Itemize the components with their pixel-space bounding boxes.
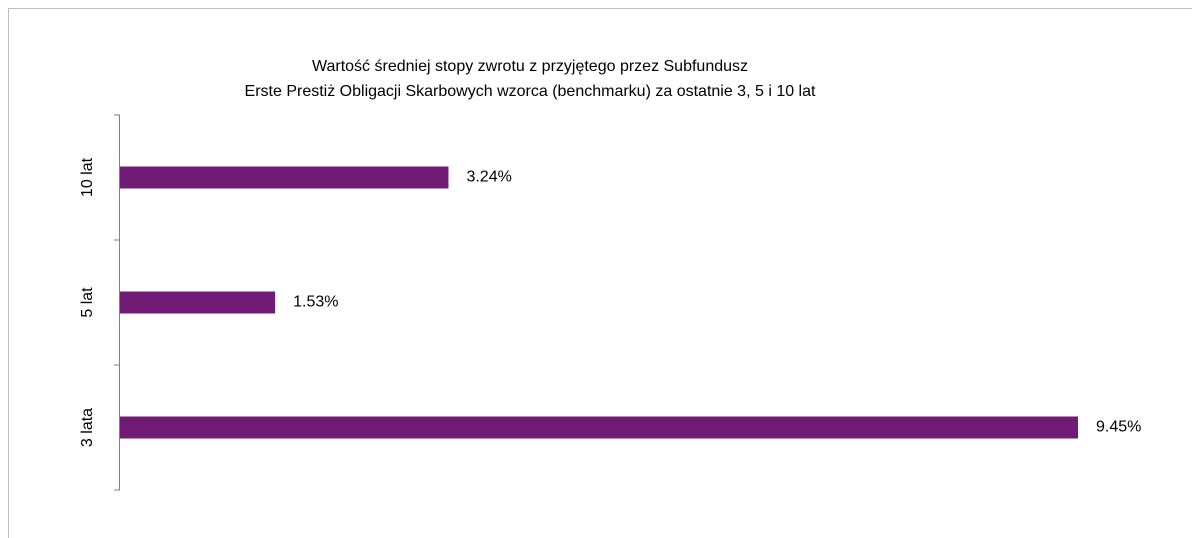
- chart-title: Wartość średniej stopy zwrotu z przyjęte…: [312, 58, 748, 75]
- data-label: 3.24%: [466, 169, 511, 186]
- chart-title: Erste Prestiż Obligacji Skarbowych wzorc…: [245, 83, 816, 100]
- data-label: 9.45%: [1096, 419, 1141, 436]
- bar: [120, 416, 1078, 439]
- bar: [120, 166, 449, 189]
- category-label: 10 lat: [79, 157, 96, 197]
- category-label: 5 lat: [79, 287, 96, 318]
- data-label: 1.53%: [293, 294, 338, 311]
- chart-frame: [8, 8, 1192, 538]
- category-label: 3 lata: [79, 408, 96, 447]
- bar: [120, 291, 276, 314]
